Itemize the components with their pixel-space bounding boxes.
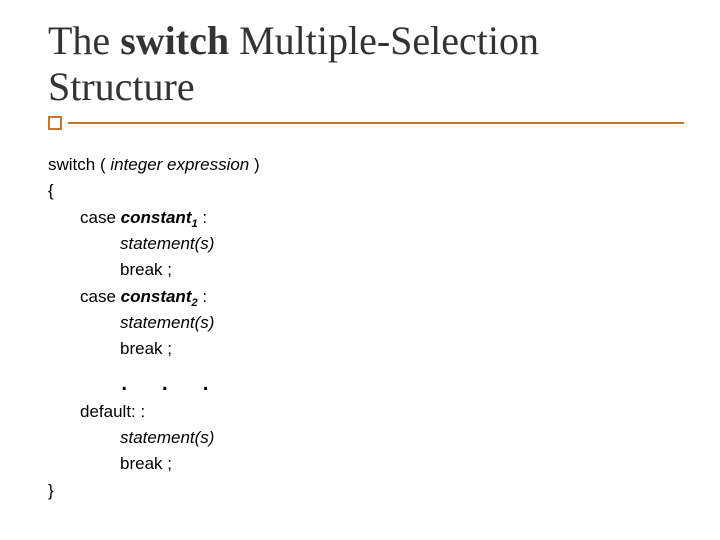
accent-square-icon (48, 116, 62, 130)
kw-case: case (80, 208, 121, 227)
slide-title: The switch Multiple-Selection Structure (48, 18, 684, 110)
accent-rule (68, 122, 684, 124)
code-line-ellipsis: . . . (48, 363, 684, 399)
constant-1: constant1 (121, 208, 198, 227)
code-line-statements-2: statement(s) (48, 310, 684, 336)
kw-case: case (80, 287, 121, 306)
expr-integer-expression: integer expression (110, 155, 249, 174)
code-line-break-2: break ; (48, 336, 684, 362)
slide: The switch Multiple-Selection Structure … (0, 0, 720, 540)
code-line-case1: case constant1 : (48, 205, 684, 231)
code-line-default: default: : (48, 399, 684, 425)
title-bold-word: switch (120, 18, 229, 63)
code-line-break-default: break ; (48, 451, 684, 477)
constant-2: constant2 (121, 287, 198, 306)
title-underline (48, 116, 684, 130)
code-line-statements-default: statement(s) (48, 425, 684, 451)
code-line-break-1: break ; (48, 257, 684, 283)
code-line-statements-1: statement(s) (48, 231, 684, 257)
code-line-switch: switch ( integer expression ) (48, 152, 684, 178)
switch-close-paren: ) (249, 155, 259, 174)
kw-switch: switch ( (48, 155, 110, 174)
title-prefix: The (48, 18, 120, 63)
code-line-open-brace: { (48, 178, 684, 204)
code-line-case2: case constant2 : (48, 284, 684, 310)
code-line-close-brace: } (48, 478, 684, 504)
code-body: switch ( integer expression ) { case con… (48, 152, 684, 504)
